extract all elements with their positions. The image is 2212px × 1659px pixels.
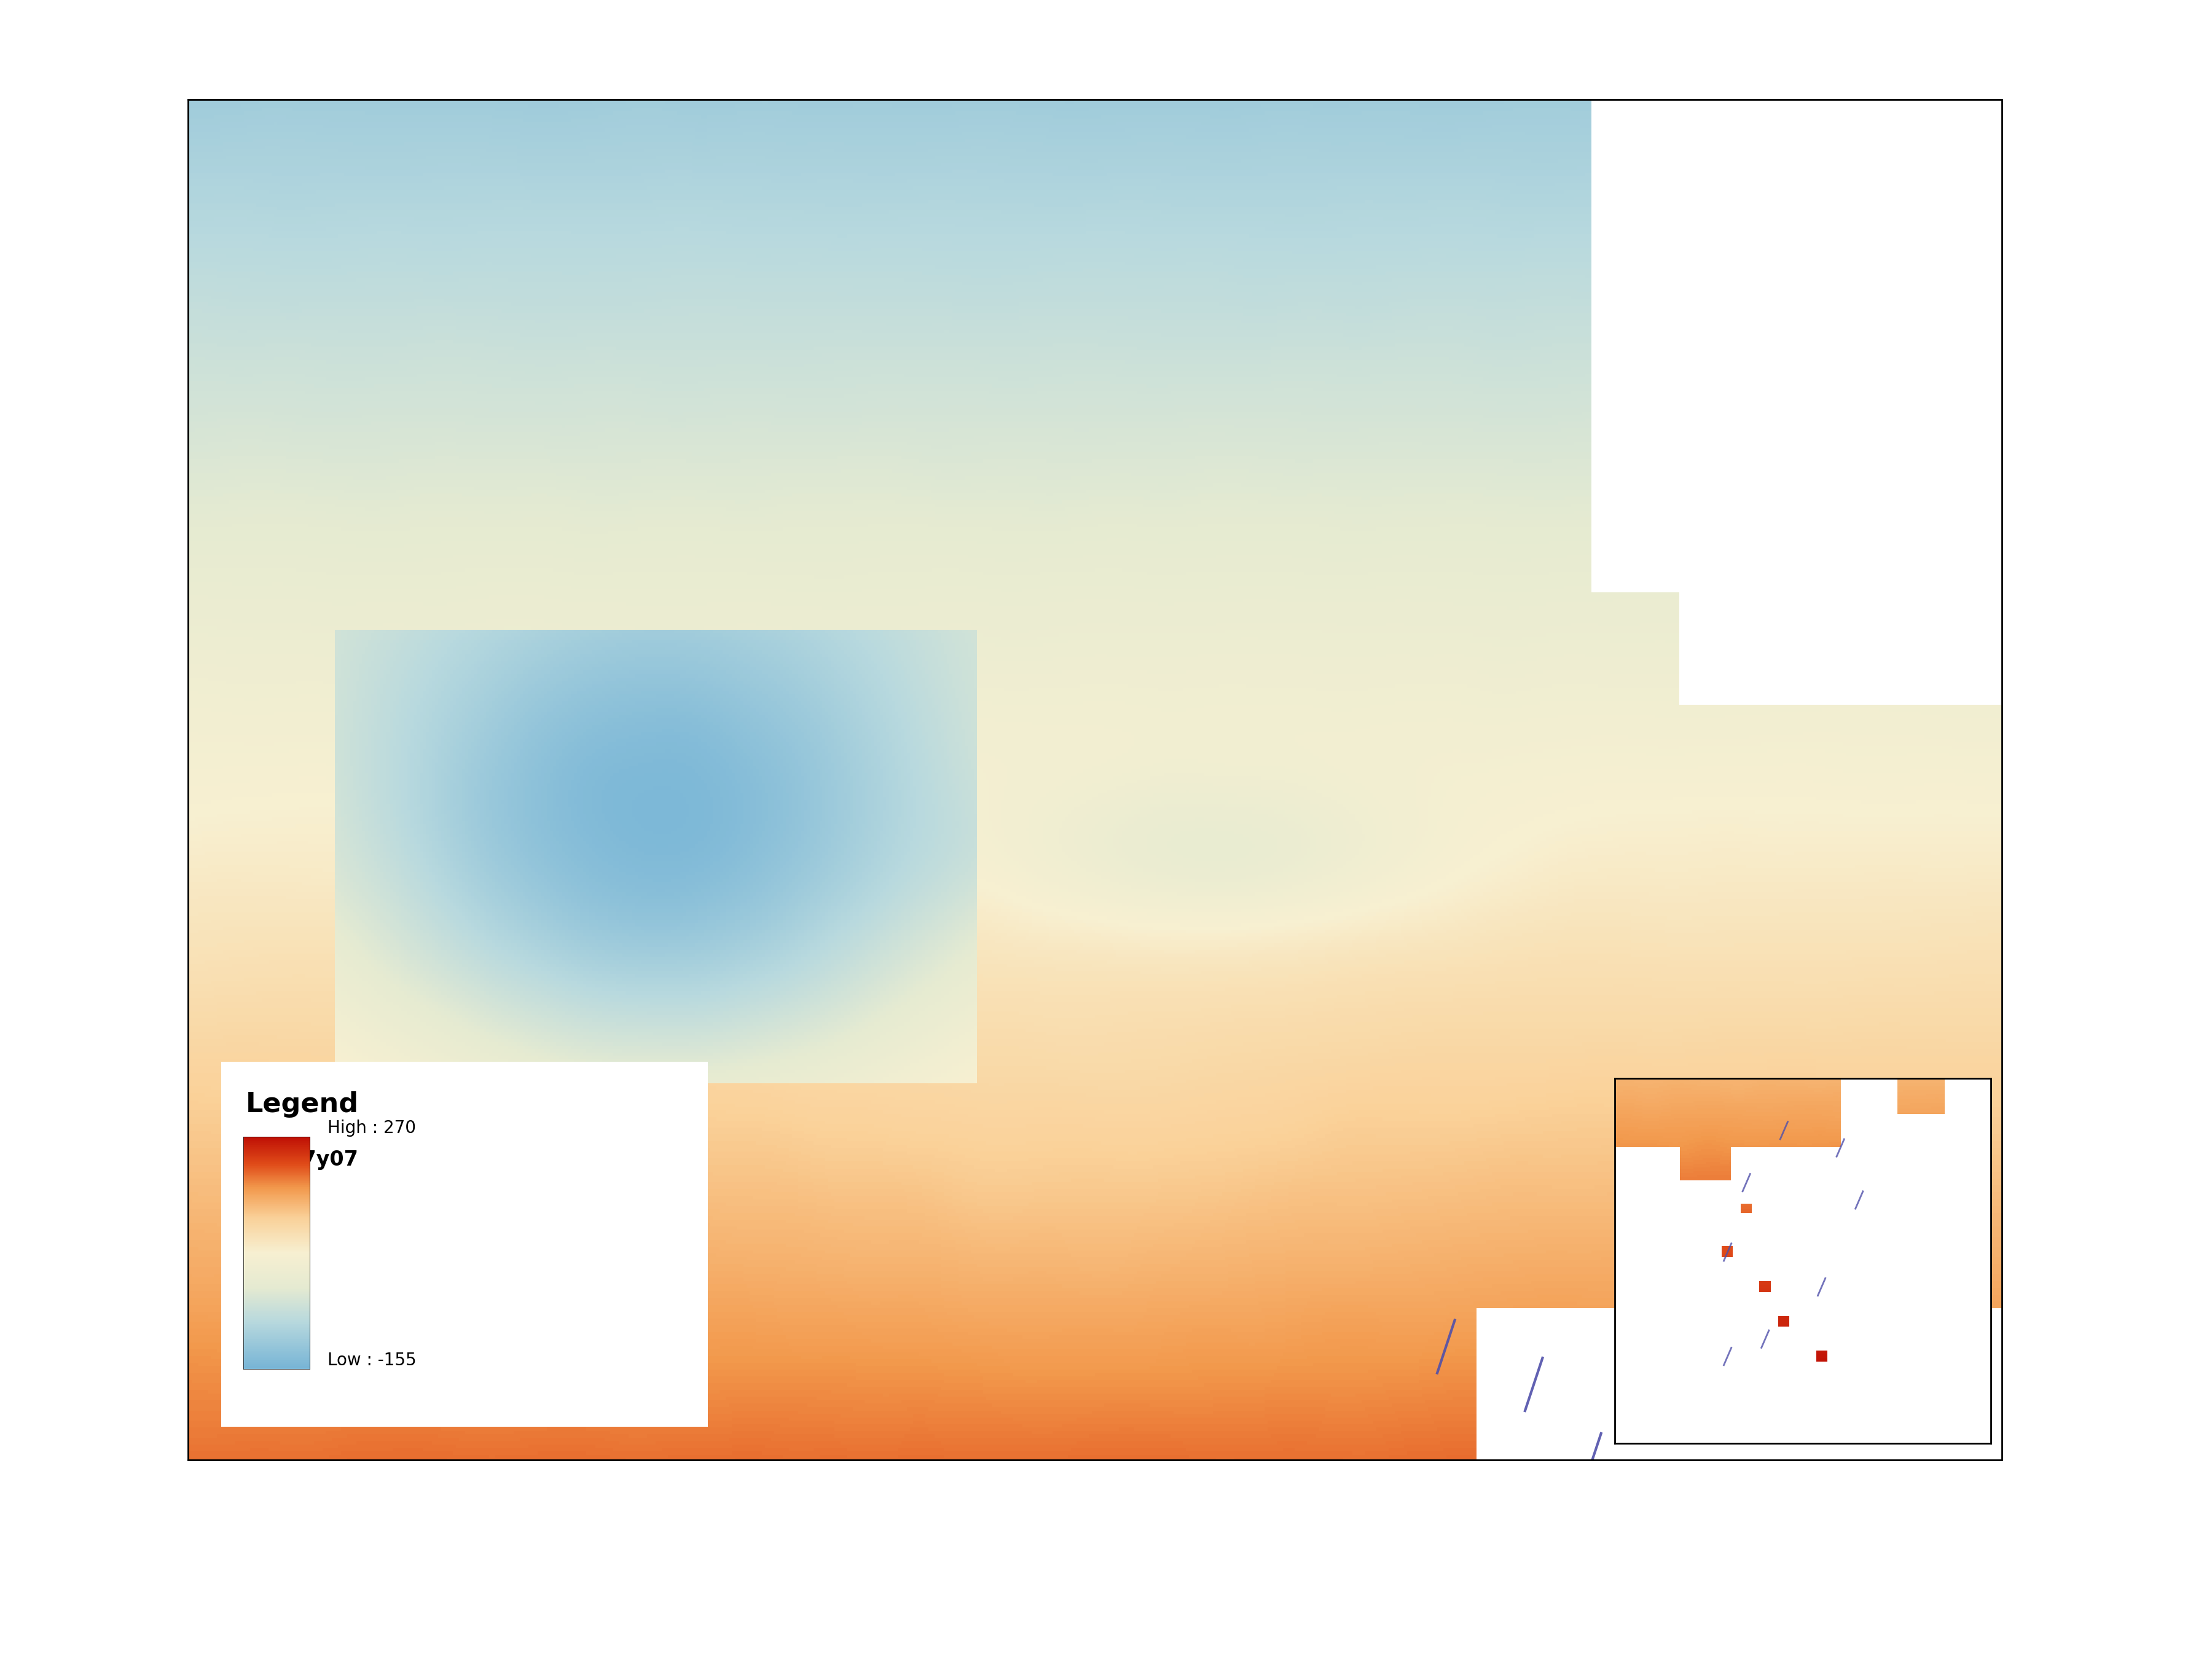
Text: il1977y07: il1977y07 bbox=[246, 1150, 358, 1170]
Text: Low : -155: Low : -155 bbox=[327, 1352, 416, 1369]
Text: Value: Value bbox=[246, 1208, 292, 1224]
Text: High : 270: High : 270 bbox=[327, 1120, 416, 1136]
Text: Legend: Legend bbox=[246, 1092, 358, 1118]
